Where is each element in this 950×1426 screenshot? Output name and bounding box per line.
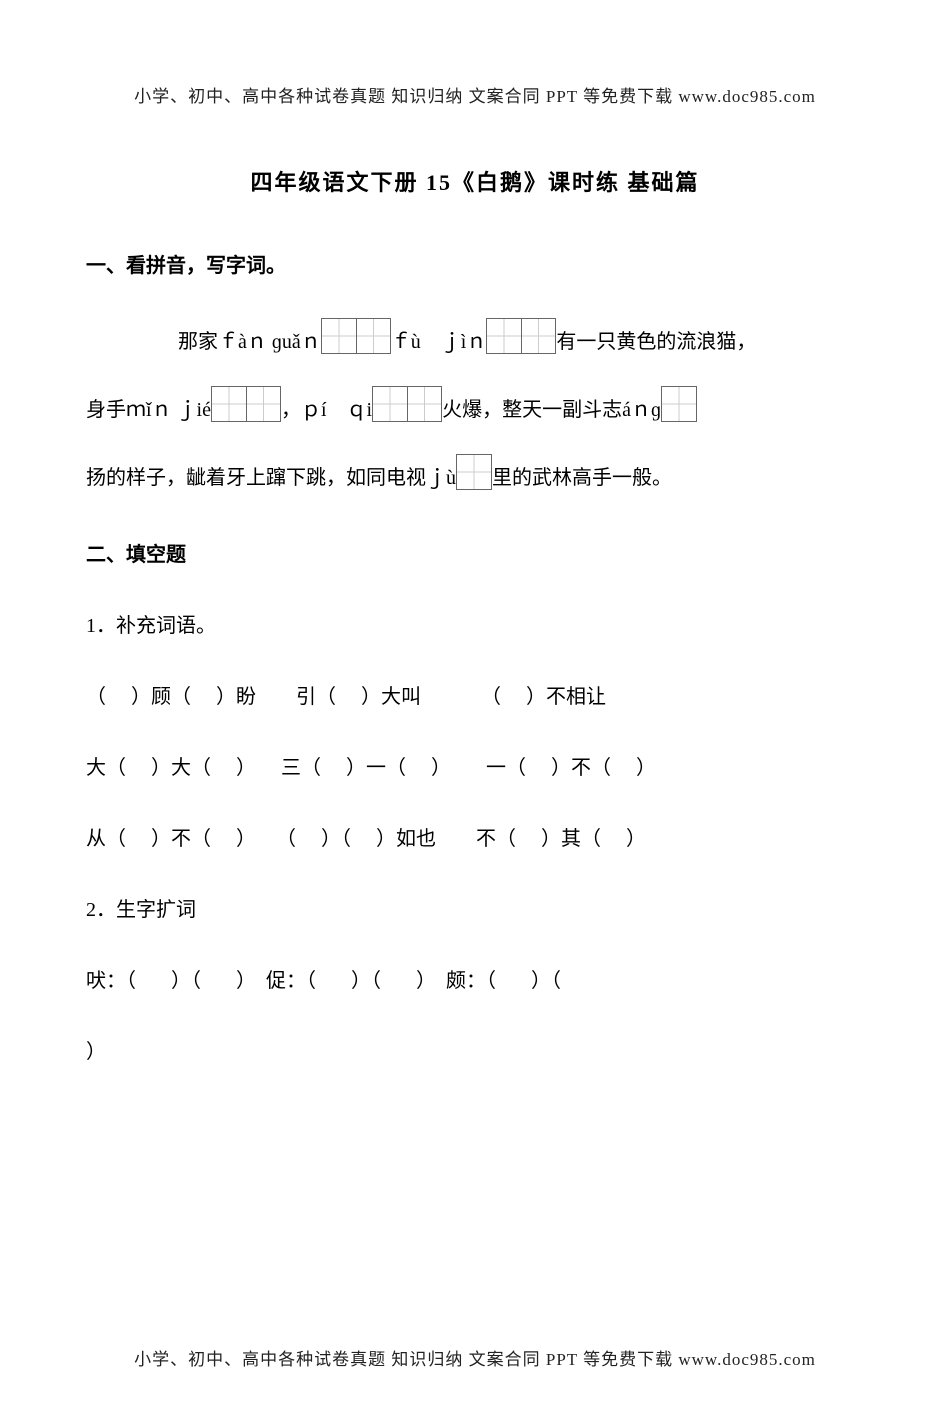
pinyin-line-3: 扬的样子，龇着牙上蹿下跳，如同电视ｊù 里的武林高手一般。 [86,454,866,490]
pinyin-line-2: 身手ｍǐｎ ｊié ，ｐí ｑi 火爆，整天一副斗志áｎɡ [86,386,866,422]
grid-cell [407,387,441,421]
grid-cell [322,319,356,353]
write-grid[interactable] [372,386,442,422]
content-area: 一、看拼音，写字词。 那家ｆàｎ ɡuǎｎ ｆù ｊìｎ 有一只黄色的流浪猫， … [0,249,950,1064]
grid-cell [457,455,491,489]
section-1-heading: 一、看拼音，写字词。 [86,249,866,278]
grid-cell [246,387,280,421]
page-header: 小学、初中、高中各种试卷真题 知识归纳 文案合同 PPT 等免费下载 www.d… [0,82,950,107]
text-segment: 有一只黄色的流浪猫， [556,330,756,354]
question-1-row: （ ）顾（ ）盼 引（ ）大叫 （ ）不相让 [86,680,866,709]
grid-cell [356,319,390,353]
page-footer: 小学、初中、高中各种试卷真题 知识归纳 文案合同 PPT 等免费下载 www.d… [0,1345,950,1370]
write-grid[interactable] [211,386,281,422]
write-grid[interactable] [661,386,697,422]
write-grid[interactable] [321,318,391,354]
question-1-row: 从（ ）不（ ） （ ）（ ）如也 不（ ）其（ ） [86,822,866,851]
question-1-row: 大（ ）大（ ） 三（ ）一（ ） 一（ ）不（ ） [86,751,866,780]
grid-cell [521,319,555,353]
page-title: 四年级语文下册 15《白鹅》课时练 基础篇 [0,165,950,197]
pinyin-line-1: 那家ｆàｎ ɡuǎｎ ｆù ｊìｎ 有一只黄色的流浪猫， [178,318,866,354]
question-2-row: ） [86,1035,866,1064]
text-segment: 那家ｆàｎ ɡuǎｎ [178,330,321,354]
text-segment: 身手ｍǐｎ ｊié [86,398,211,422]
grid-cell [373,387,407,421]
question-2-label: 2．生字扩词 [86,893,866,922]
text-segment: ，ｐí ｑi [281,398,372,422]
grid-cell [487,319,521,353]
text-segment: 扬的样子，龇着牙上蹿下跳，如同电视ｊù [86,466,456,490]
question-1-label: 1．补充词语。 [86,609,866,638]
write-grid[interactable] [486,318,556,354]
grid-cell [212,387,246,421]
question-2-row: 吠：（ ）（ ） 促：（ ）（ ） 颇：（ ）（ [86,964,866,993]
text-segment: ｆù ｊìｎ [391,330,487,354]
section-2-heading: 二、填空题 [86,538,866,567]
text-segment: 火爆，整天一副斗志áｎɡ [442,398,661,422]
text-segment: 里的武林高手一般。 [492,466,672,490]
grid-cell [662,387,696,421]
write-grid[interactable] [456,454,492,490]
